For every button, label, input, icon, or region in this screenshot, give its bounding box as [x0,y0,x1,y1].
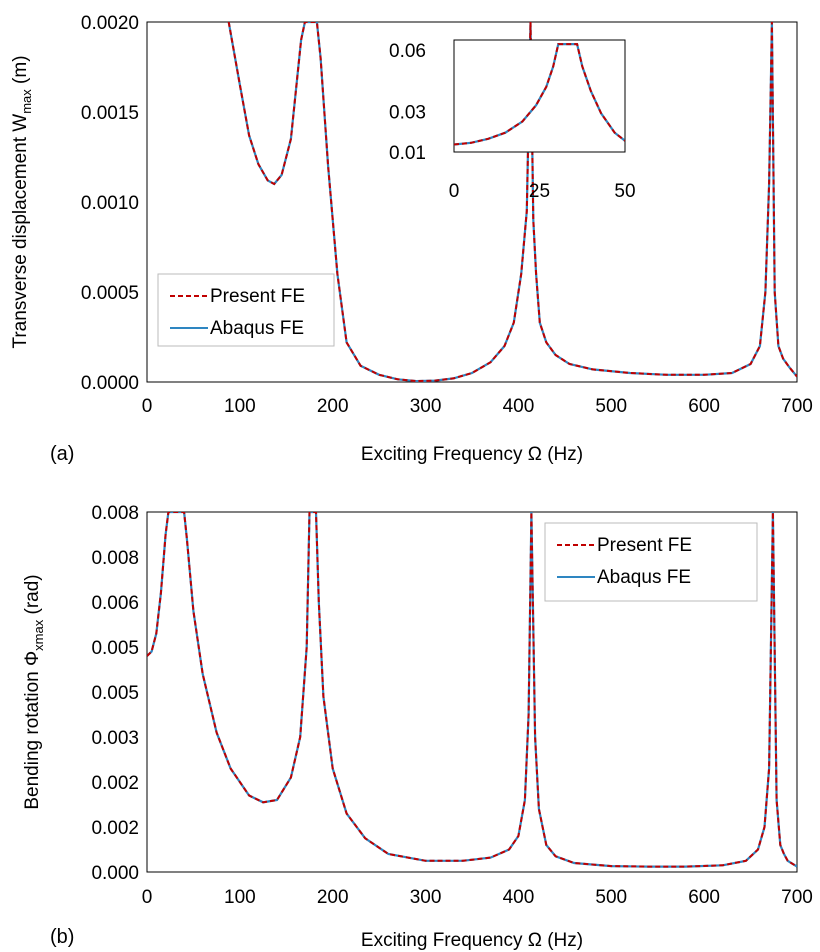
legend-label: Abaqus FE [210,318,304,339]
x-tick-label: 200 [317,396,349,417]
panel-label: (b) [50,926,74,948]
x-tick-label: 200 [317,887,349,908]
x-tick-label: 700 [781,396,813,417]
x-tick-label: 400 [503,396,535,417]
panel-label: (a) [50,443,74,465]
x-tick-label: 400 [503,887,535,908]
inset-y-tick-label: 0.01 [389,143,426,164]
series-lines [147,512,797,868]
y-tick-label: 0.008 [91,503,139,524]
legend-box [544,522,758,602]
y-tick-label: 0.0005 [81,283,139,304]
y-axis-label-subscript: max [19,89,34,114]
legend-box [157,273,335,347]
legend: Present FE Abaqus FE [157,273,335,347]
series-lines [227,22,797,382]
y-tick-label: 0.003 [91,728,139,749]
x-tick-label: 300 [410,396,442,417]
y-axis-label-unit: (rad) [22,574,43,619]
chart-panel-a: 0.0000 0.0005 0.0010 0.0015 0.0020 0 100 200 300… [10,13,813,465]
y-tick-label: 0.0010 [81,193,139,214]
x-tick-label: 0 [142,396,153,417]
y-tick-label: 0.002 [91,818,139,839]
x-tick-label: 100 [224,887,256,908]
inset-series-lines [454,42,625,146]
x-axis-label: Exciting Frequency Ω (Hz) [361,930,583,951]
plot-area-border [146,511,798,873]
inset-x-tick-label: 50 [614,181,635,202]
y-tick-label: 0.0015 [81,103,139,124]
series-line-present-fe [147,512,797,868]
inset-chart: 0.01 0.03 0.06 0 25 50 [389,39,636,202]
y-axis-label: Transverse displacement Wmax (m) [10,55,34,348]
y-tick-label: 0.006 [91,593,139,614]
y-tick-label: 0.008 [91,548,139,569]
x-tick-label: 600 [688,887,720,908]
x-tick-label: 600 [688,396,720,417]
x-axis-label: Exciting Frequency Ω (Hz) [361,444,583,465]
x-tick-label: 0 [142,887,153,908]
series-line-present-fe [227,22,797,382]
y-tick-label: 0.0000 [81,373,139,394]
chart-panel-b: 0.000 0.002 0.002 0.003 0.005 0.005 0.006 0.008… [22,503,813,951]
y-axis-label-main: Transverse displacement W [10,114,31,349]
x-tick-label: 100 [224,396,256,417]
legend-label: Abaqus FE [597,567,691,588]
x-tick-label: 300 [410,887,442,908]
y-axis-label-unit: (m) [10,55,31,89]
inset-border [453,39,626,153]
inset-x-tick-label: 25 [529,181,550,202]
y-axis-label: Bending rotation Φxmax (rad) [22,574,46,809]
x-tick-label: 500 [595,887,627,908]
y-tick-label: 0.0020 [81,13,139,34]
y-axis-label-main: Bending rotation Φ [22,651,43,810]
inset-y-tick-label: 0.03 [389,102,426,123]
inset-y-tick-label: 0.06 [389,41,426,62]
x-tick-label: 500 [595,396,627,417]
legend: Present FE Abaqus FE [544,522,758,602]
inset-x-tick-label: 0 [449,181,460,202]
y-tick-label: 0.005 [91,638,139,659]
legend-label: Present FE [597,535,692,556]
y-axis-label-subscript: xmax [31,619,46,651]
inset-series-line-present-fe [454,43,625,146]
plot-area-border [146,21,798,383]
y-tick-label: 0.002 [91,773,139,794]
legend-label: Present FE [210,286,305,307]
y-tick-label: 0.000 [91,863,139,884]
y-tick-label: 0.005 [91,683,139,704]
x-tick-label: 700 [781,887,813,908]
